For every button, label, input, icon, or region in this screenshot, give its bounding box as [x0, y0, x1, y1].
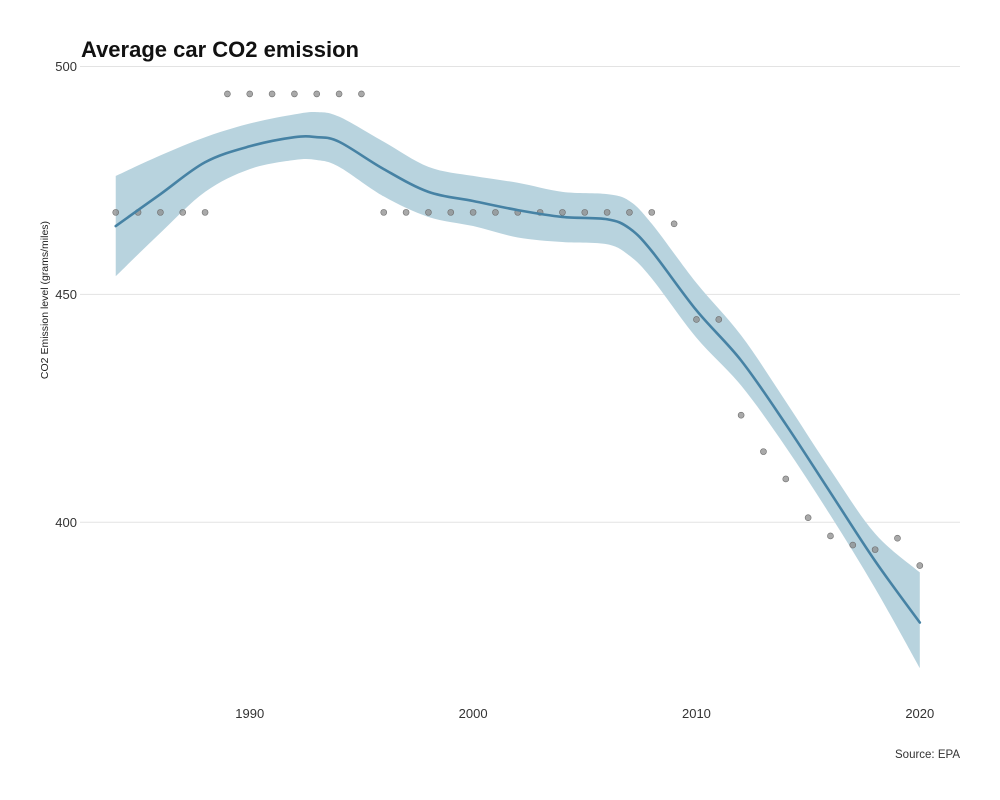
data-point	[894, 534, 901, 542]
data-point	[380, 209, 388, 216]
data-point	[559, 209, 566, 216]
data-point	[425, 209, 432, 216]
data-point	[358, 90, 365, 98]
data-point	[179, 209, 187, 216]
y-tick-label: 500	[55, 59, 77, 74]
data-point	[201, 209, 209, 216]
smooth-line-layer	[114, 135, 922, 624]
source-caption: Source: EPA	[895, 749, 960, 761]
data-point	[246, 90, 254, 98]
axis-labels-layer: 400 450 500 1990 2000 2010 2020	[55, 59, 934, 721]
data-point	[603, 209, 611, 216]
data-point	[737, 411, 745, 419]
data-point	[313, 90, 321, 98]
data-point	[715, 316, 723, 323]
x-tick-label: 2020	[905, 706, 934, 721]
data-point	[693, 316, 700, 323]
data-point	[112, 209, 120, 216]
x-tick-label: 2010	[682, 706, 711, 721]
data-point	[335, 90, 343, 98]
y-axis-label: CO2 Emission level (grams/miles)	[39, 221, 51, 379]
data-point	[849, 541, 857, 549]
data-point	[804, 514, 812, 522]
confidence-band	[115, 112, 920, 669]
data-point	[760, 448, 767, 455]
data-point	[447, 209, 455, 216]
data-point	[626, 209, 633, 216]
data-point	[916, 562, 924, 569]
data-point	[782, 475, 790, 483]
smooth-trend-line	[114, 135, 922, 624]
data-point	[268, 90, 276, 98]
confidence-band-layer	[115, 112, 920, 669]
data-point	[871, 546, 879, 553]
x-tick-label: 2000	[459, 706, 488, 721]
data-points-layer	[112, 90, 924, 569]
chart-title: Average car CO2 emission	[81, 37, 359, 62]
data-point	[581, 209, 589, 216]
data-point	[402, 209, 410, 216]
data-point	[670, 220, 678, 228]
data-point	[224, 90, 231, 98]
data-point	[291, 90, 298, 98]
x-tick-label: 1990	[235, 706, 264, 721]
data-point	[157, 209, 164, 216]
data-point	[827, 532, 834, 540]
data-point	[469, 209, 477, 216]
y-tick-label: 450	[55, 287, 77, 302]
data-point	[492, 209, 499, 216]
data-point	[648, 209, 656, 216]
y-tick-label: 400	[55, 515, 77, 530]
gridlines	[80, 66, 960, 523]
